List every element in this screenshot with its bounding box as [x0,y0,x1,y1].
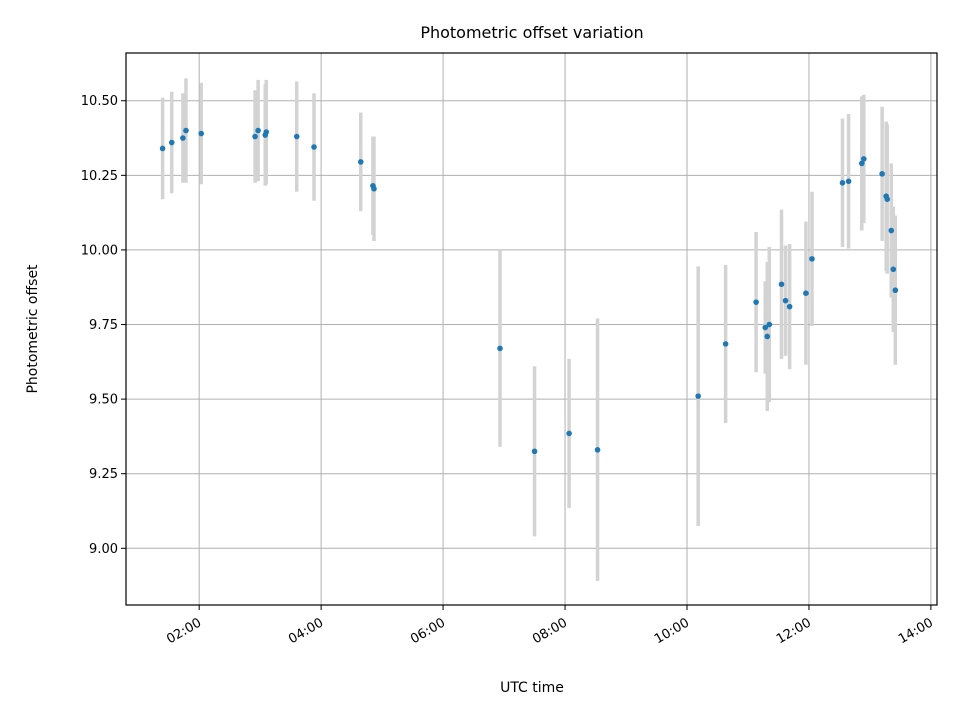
data-point [753,299,759,305]
data-point [890,266,897,273]
data-point [722,341,729,347]
data-point [159,145,166,152]
data-point [594,447,601,453]
data-point [293,133,300,140]
data-point [764,333,771,340]
data-point [255,127,261,134]
y-tick-label: 10.00 [81,243,118,258]
y-tick-label: 9.75 [89,318,118,333]
data-point [695,393,701,399]
data-point [861,156,867,162]
data-point [845,178,852,185]
data-point [786,303,793,310]
data-point [311,144,317,150]
data-point [180,135,186,141]
y-tick-label: 10.50 [81,94,118,109]
data-point [263,129,270,135]
y-tick-label: 9.00 [89,542,118,557]
data-point [531,448,538,455]
data-point [782,297,789,304]
data-point [497,345,503,352]
data-point [888,227,895,234]
data-points [159,127,899,455]
data-point [252,133,258,140]
y-axis-ticks: 9.00 9.25 9.50 9.75 10.00 10.25 10.50 [81,94,126,557]
grid-lines [126,53,937,605]
y-tick-label: 9.50 [89,393,118,408]
data-point [839,179,846,186]
data-point [762,324,769,331]
data-point [803,290,809,296]
y-axis-label: Photometric offset [25,264,41,394]
data-point [778,281,785,288]
data-point [892,287,899,294]
data-point [168,139,175,146]
data-point [879,171,885,177]
x-axis-label: UTC time [500,680,564,696]
y-tick-label: 10.25 [81,169,118,184]
plot-frame [125,52,938,606]
data-point [183,127,189,134]
data-point [809,256,815,262]
data-point [766,321,773,328]
data-point [884,196,891,203]
chart-title: Photometric offset variation [420,23,643,42]
data-point [357,159,364,165]
data-point [198,130,205,137]
data-point [371,185,377,192]
y-tick-label: 9.25 [89,467,118,482]
data-point [858,160,865,167]
data-point [566,430,572,437]
